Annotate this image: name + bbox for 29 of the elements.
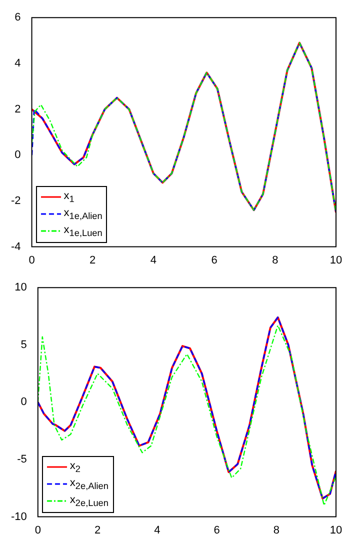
x-tick-label: 0 [34,524,41,536]
x-tick-label: 2 [90,254,96,266]
y-tick-label: 2 [14,103,21,116]
legend-label: x$_{1e,Luen}$ [64,224,102,238]
y-tick-label: -2 [11,194,21,207]
legend-label: x$_{1e,Alien}$ [64,207,102,222]
legend-label: x$_{2e,Luen}$ [70,494,108,508]
y-tick-label: -5 [17,454,27,466]
y-tick-label: 4 [14,57,21,70]
y-tick-label: 0 [14,149,21,162]
legend-label: x$_{2}$ [70,460,80,474]
x-tick-label: 0 [28,254,35,266]
x-tick-label: 8 [273,524,280,536]
y-tick-label: -4 [11,240,21,253]
y-tick-label: -10 [10,510,27,523]
x-tick-label: 10 [330,524,342,536]
legend-label: x$_{1}$ [64,190,74,204]
x-tick-label: 4 [150,254,157,266]
y-tick-label: 5 [20,338,27,351]
y-tick-label: 0 [20,396,27,408]
x-tick-label: 6 [214,524,220,536]
y-tick-label: 6 [14,12,21,24]
y-tick-label: 10 [14,282,27,294]
x-tick-label: 10 [330,254,342,266]
legend-label: x$_{2e,Alien}$ [70,477,108,492]
x-tick-label: 8 [272,254,278,266]
x-tick-label: 2 [94,524,101,536]
x-tick-label: 4 [154,524,160,536]
x-tick-label: 6 [211,254,218,266]
